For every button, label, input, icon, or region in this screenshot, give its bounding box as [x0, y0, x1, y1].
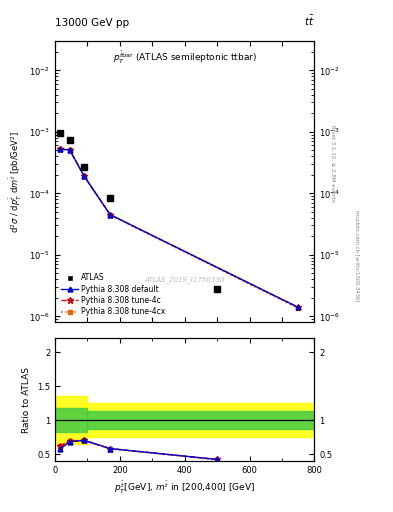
- Y-axis label: $\mathrm{d}^2\sigma\ /\ \mathrm{d}p_T^{\bar{t}}\ \mathrm{d}m^{\bar{t}}$ [pb/GeV$: $\mathrm{d}^2\sigma\ /\ \mathrm{d}p_T^{\…: [7, 131, 24, 232]
- Text: ATLAS_2019_I1750330: ATLAS_2019_I1750330: [145, 277, 225, 284]
- Text: $t\bar{t}$: $t\bar{t}$: [304, 14, 314, 28]
- Text: mcplots.cern.ch [arXiv:1306.3436]: mcplots.cern.ch [arXiv:1306.3436]: [354, 210, 359, 302]
- Y-axis label: Ratio to ATLAS: Ratio to ATLAS: [22, 367, 31, 433]
- Text: Rivet 3.1.10, ≥ 2.8M events: Rivet 3.1.10, ≥ 2.8M events: [330, 125, 335, 202]
- Text: $p_T^{\bar{t}\mathrm{bar}}$ (ATLAS semileptonic ttbar): $p_T^{\bar{t}\mathrm{bar}}$ (ATLAS semil…: [113, 49, 257, 66]
- Text: 13000 GeV pp: 13000 GeV pp: [55, 18, 129, 28]
- Legend: ATLAS, Pythia 8.308 default, Pythia 8.308 tune-4c, Pythia 8.308 tune-4cx: ATLAS, Pythia 8.308 default, Pythia 8.30…: [59, 271, 167, 318]
- X-axis label: $p_T^{\bar{t}}$[GeV], $m^{\bar{t}}$ in [200,400] [GeV]: $p_T^{\bar{t}}$[GeV], $m^{\bar{t}}$ in […: [114, 480, 255, 497]
